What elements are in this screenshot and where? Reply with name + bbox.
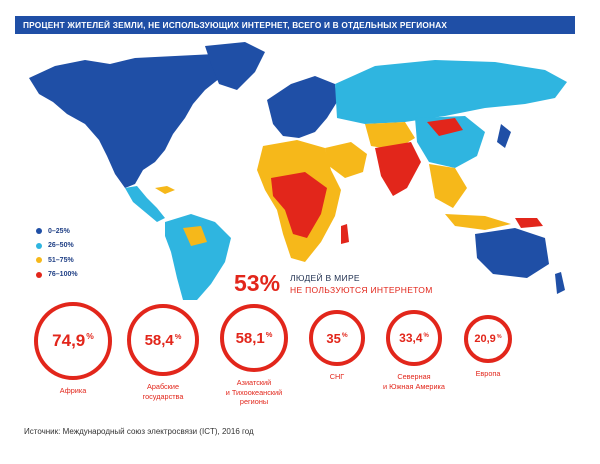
region-value-percent: % (496, 333, 502, 340)
southeast-asia-shape (429, 164, 467, 208)
region-label-line: и Южная Америка (383, 381, 445, 391)
region-label: Европа (428, 369, 548, 379)
headline-percent: 53% (234, 270, 281, 296)
region-label-line: Европа (475, 369, 501, 378)
south-asia-shape (375, 142, 421, 196)
region-value-percent: % (174, 331, 182, 341)
region-stat: 35% СНГ (277, 310, 397, 382)
region-stat: 58,4% Арабские государства (103, 304, 223, 401)
map-legend: 0–25% 26–50% 51–75% 76–100% (36, 224, 78, 282)
region-label-line: и Тихоокеанский (225, 387, 283, 397)
region-label: Африка (13, 386, 133, 396)
chart-title: ПРОЦЕНТ ЖИТЕЛЕЙ ЗЕМЛИ, НЕ ИСПОЛЬЗУЮЩИХ И… (15, 16, 575, 34)
new-zealand-shape (555, 272, 565, 294)
region-value-number: 58,4 (144, 331, 174, 349)
japan-shape (497, 124, 511, 148)
region-value-percent: % (423, 333, 429, 340)
legend-item: 51–75% (36, 253, 78, 268)
south-america-shape (165, 214, 231, 300)
legend-label: 0–25% (48, 227, 70, 235)
region-label-line: Африка (59, 386, 87, 395)
legend-item: 76–100% (36, 268, 78, 283)
australia-shape (475, 228, 549, 278)
legend-label: 51–75% (48, 256, 74, 264)
region-value: 33,4% (399, 331, 429, 345)
legend-swatch (36, 271, 42, 278)
headline: 53% ЛЮДЕЙ В МИРЕ НЕ ПОЛЬЗУЮТСЯ ИНТЕРНЕТО… (234, 270, 433, 297)
north-america-shape (29, 54, 233, 188)
region-value-number: 58,1 (235, 329, 265, 347)
region-value-number: 33,4 (399, 331, 423, 345)
region-value: 74,9% (52, 331, 94, 351)
region-label-line: Азиатский (236, 378, 272, 387)
region-label-line: государства (142, 391, 184, 401)
world-map (29, 42, 567, 300)
legend-label: 76–100% (48, 271, 78, 279)
region-label: Арабские государства (103, 382, 223, 401)
region-stat: 74,9% Африка (13, 302, 133, 396)
source-note: Источник: Международный союз электросвяз… (24, 427, 254, 436)
region-value-percent: % (86, 331, 94, 342)
legend-item: 0–25% (36, 224, 78, 239)
region-ring: 33,4% (386, 310, 442, 366)
region-ring: 58,4% (127, 304, 199, 376)
legend-swatch (36, 228, 42, 235)
central-asia-shape (365, 122, 415, 150)
legend-label: 26–50% (48, 242, 74, 250)
indonesia-shape (445, 214, 511, 230)
region-label-line: регионы (239, 397, 269, 406)
mongolia-shape (427, 118, 463, 136)
region-value-percent: % (341, 332, 348, 340)
headline-line-2: НЕ ПОЛЬЗУЮТСЯ ИНТЕРНЕТОМ (290, 284, 433, 295)
europe-shape (267, 76, 337, 138)
region-label-line: Арабские (146, 382, 180, 391)
region-ring: 74,9% (34, 302, 112, 380)
region-label: СНГ (277, 372, 397, 382)
legend-swatch (36, 257, 42, 264)
south-america-inner-shape (183, 226, 207, 246)
africa-inner-shape (271, 172, 327, 238)
region-value: 58,4% (145, 332, 182, 349)
region-value: 58,1% (236, 330, 273, 347)
region-label: Северная и Южная Америка (354, 372, 474, 391)
region-label-line: Северная (397, 372, 431, 381)
central-america-shape (125, 186, 165, 222)
legend-item: 26–50% (36, 239, 78, 254)
region-ring: 35% (309, 310, 365, 366)
region-value: 20,9% (474, 333, 501, 345)
russia-shape (335, 60, 567, 124)
region-label: Азиатский и Тихоокеанский регионы (194, 378, 314, 407)
region-stat: 20,9% Европа (428, 315, 548, 379)
legend-swatch (36, 242, 42, 249)
region-value-number: 74,9 (52, 331, 86, 350)
greenland-shape (205, 42, 265, 90)
region-stat: 58,1% Азиатский и Тихоокеанский регионы (194, 304, 314, 407)
madagascar-shape (341, 224, 349, 244)
region-value-number: 20,9 (474, 333, 496, 345)
region-value: 35% (326, 331, 347, 346)
png-shape (515, 218, 543, 228)
region-ring: 58,1% (220, 304, 288, 372)
region-value-percent: % (265, 329, 273, 339)
region-value-number: 35 (326, 330, 341, 346)
headline-line-1: ЛЮДЕЙ В МИРЕ (290, 272, 360, 283)
region-stat: 33,4% Северная и Южная Америка (354, 310, 474, 391)
china-shape (415, 116, 485, 168)
caribbean-shape (155, 186, 175, 194)
middle-east-shape (325, 142, 367, 178)
region-label-line: СНГ (329, 372, 345, 381)
region-ring: 20,9% (464, 315, 512, 363)
